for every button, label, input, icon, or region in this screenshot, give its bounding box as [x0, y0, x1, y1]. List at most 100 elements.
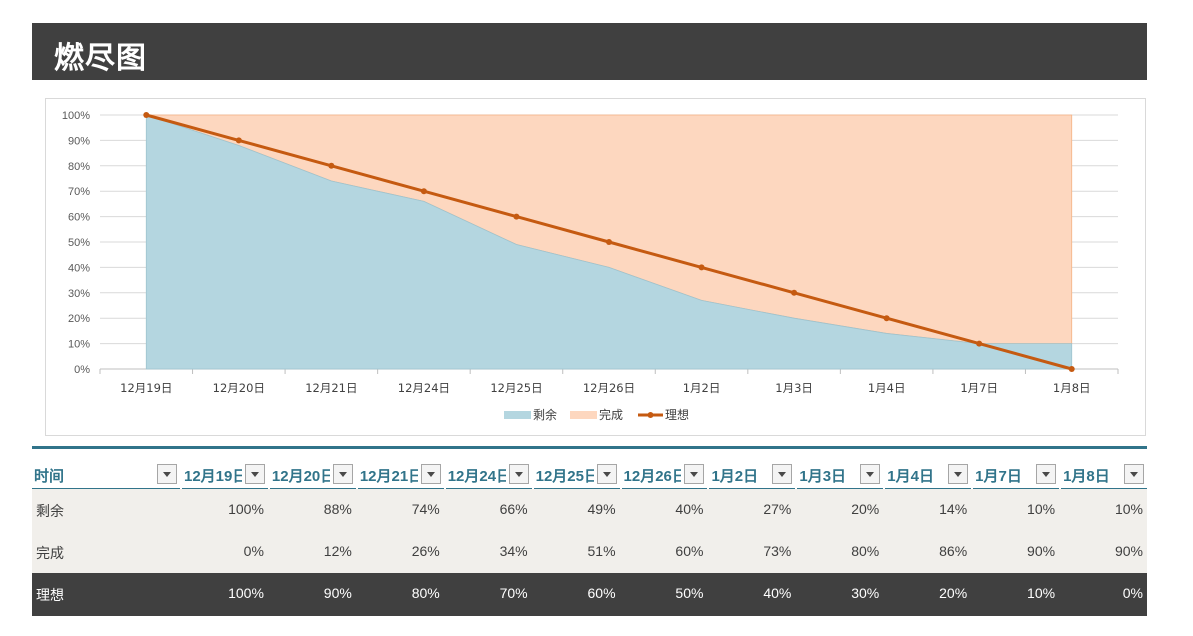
x-tick-label: 12月25日 [490, 381, 542, 395]
table-cell: 20% [795, 489, 883, 531]
legend-swatch-done [570, 411, 597, 419]
cell-value: 60% [587, 585, 616, 601]
row-label: 完成 [36, 545, 64, 561]
legend-label-ideal: 理想 [665, 407, 689, 422]
table-cell: 27% [707, 489, 795, 531]
header-label: 时间 [34, 468, 65, 485]
header-label: 12月19日 [184, 468, 242, 485]
filter-dropdown-icon[interactable] [332, 464, 353, 484]
header-label: 1月8日 [1063, 468, 1110, 485]
filter-dropdown-icon[interactable] [860, 464, 881, 484]
header-cell: 12月25日 [533, 449, 620, 489]
cell-value: 34% [499, 543, 528, 559]
cell-value: 40% [675, 501, 704, 517]
header-label: 12月21日 [359, 468, 418, 485]
area-remaining [145, 114, 1073, 370]
chart-frame: 0% 10% 20% 30% 40% 50% 60% 70% 80% 90% 100% 12月19日 1… [45, 98, 1146, 436]
table-cell: 49% [532, 489, 620, 531]
table-row-remaining: 剩余 100% 88% 74% 66% 49% 40% 27% 20% 14% 10% 10% [32, 489, 1147, 531]
header-cell: 12月24日 [445, 449, 532, 489]
filter-dropdown-icon[interactable] [157, 464, 177, 484]
table-cell: 40% [620, 489, 708, 531]
y-tick-label: 0% [74, 364, 90, 376]
cell-value: 40% [763, 585, 792, 601]
x-tick-label: 12月26日 [583, 381, 635, 395]
table-cell: 40% [707, 573, 795, 616]
y-tick-label: 90% [68, 135, 90, 147]
cell-value: 26% [411, 543, 440, 559]
cell-value: 74% [411, 501, 440, 517]
cell-value: 90% [1114, 543, 1143, 559]
table-cell: 60% [532, 573, 620, 616]
table-cell: 26% [356, 531, 444, 573]
cell-value: 30% [851, 585, 880, 601]
filter-dropdown-icon[interactable] [244, 464, 265, 484]
header-cell: 1月4日 [885, 449, 972, 489]
ideal-point [143, 112, 150, 118]
header-label: 1月2日 [711, 468, 759, 485]
cell-value: 86% [939, 543, 968, 559]
filter-dropdown-icon[interactable] [948, 464, 969, 484]
cell-value: 27% [763, 501, 792, 517]
table-cell: 0% [180, 531, 268, 573]
ideal-point [420, 188, 427, 195]
x-tick-label: 1月8日 [1053, 381, 1091, 395]
header-cell: 1月8日 [1061, 449, 1147, 489]
y-tick-label: 10% [68, 339, 90, 351]
x-tick-label: 12月21日 [305, 381, 357, 395]
filter-dropdown-icon[interactable] [1036, 464, 1057, 484]
cell-value: 20% [851, 501, 880, 517]
cell-value: 80% [411, 585, 440, 601]
cell-value: 70% [499, 585, 528, 601]
header-label: 12月24日 [447, 468, 506, 485]
table-cell: 10% [971, 573, 1059, 616]
cell-value: 49% [587, 501, 616, 517]
filter-dropdown-icon[interactable] [596, 464, 617, 484]
table-cell: 74% [356, 489, 444, 531]
cell-value: 80% [851, 543, 880, 559]
filter-dropdown-icon[interactable] [1123, 464, 1144, 484]
cell-value: 100% [228, 501, 264, 517]
cell-value: 90% [1027, 543, 1056, 559]
table-header-row: 时间 12月19日 12月20日 12月21日 12月24日 12月25日 12月26日 1月… [32, 449, 1147, 489]
y-tick-label: 30% [68, 288, 90, 300]
cell-value: 12% [323, 543, 352, 559]
header-cell: 12月26日 [621, 449, 708, 489]
cell-value: 10% [1027, 585, 1056, 601]
x-tick-label: 1月4日 [868, 381, 906, 395]
ideal-point [235, 137, 242, 144]
cell-value: 88% [323, 501, 352, 517]
header-label: 1月3日 [799, 468, 847, 485]
ideal-point [698, 264, 705, 271]
filter-dropdown-icon[interactable] [420, 464, 441, 484]
table-cell: 86% [883, 531, 971, 573]
table-row-ideal: 理想 100% 90% 80% 70% 60% 50% 40% 30% 20% 10% 0% [32, 573, 1147, 616]
table-cell: 90% [1059, 531, 1147, 573]
cell-value: 73% [763, 543, 792, 559]
table-cell: 100% [180, 573, 268, 616]
table-cell: 51% [532, 531, 620, 573]
cell-value: 90% [323, 585, 352, 601]
y-tick-label: 60% [68, 212, 90, 224]
cell-value: 14% [939, 501, 968, 517]
header-cell: 12月19日 [182, 449, 268, 489]
table-cell: 10% [1059, 489, 1147, 531]
filter-dropdown-icon[interactable] [772, 464, 793, 484]
table-cell: 90% [268, 573, 356, 616]
y-tick-label: 80% [68, 161, 90, 173]
header-label: 12月25日 [535, 468, 594, 485]
table-cell: 88% [268, 489, 356, 531]
header-label: 1月7日 [975, 468, 1022, 485]
filter-dropdown-icon[interactable] [684, 464, 705, 484]
table-cell: 80% [356, 573, 444, 616]
header-cell: 12月20日 [269, 449, 356, 489]
table-top-rule [32, 446, 1147, 449]
row-label-cell: 理想 [32, 573, 180, 616]
filter-dropdown-icon[interactable] [508, 464, 529, 484]
burndown-chart: 0% 10% 20% 30% 40% 50% 60% 70% 80% 90% 100% 12月19日 1… [62, 110, 1119, 422]
table-cell: 14% [883, 489, 971, 531]
ideal-point [1068, 366, 1075, 372]
cell-value: 10% [1027, 501, 1056, 517]
legend-swatch-remaining [504, 411, 531, 419]
cell-value: 50% [675, 585, 704, 601]
